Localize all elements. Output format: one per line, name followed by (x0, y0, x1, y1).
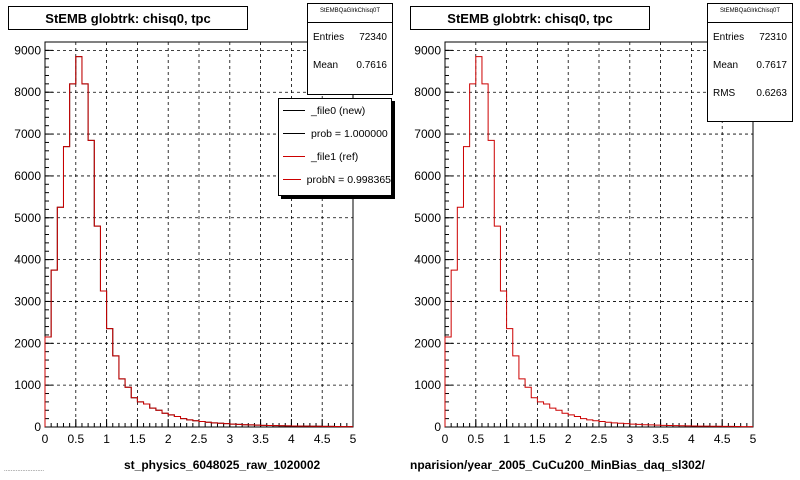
y-tick-label: 0 (34, 420, 41, 434)
stats-header: StEMBQaGlrkChisq0T (708, 4, 792, 23)
chart-title-left: StEMB globtrk: chisq0, tpc (8, 6, 248, 30)
x-tick-label: 0 (42, 432, 49, 446)
y-tick-label: 2000 (14, 336, 41, 350)
x-tick-label: 2.5 (591, 432, 608, 446)
x-tick-label: 1.5 (129, 432, 146, 446)
x-axis-label-right: nparision/year_2005_CuCu200_MinBias_daq_… (410, 458, 705, 472)
x-tick-label: 4 (688, 432, 695, 446)
y-tick-label: 1000 (14, 378, 41, 392)
y-tick-label: 9000 (414, 43, 441, 57)
y-tick-label: 6000 (414, 169, 441, 183)
x-tick-label: 3 (226, 432, 233, 446)
stats-value: 72340 (359, 31, 387, 43)
legend-entry: prob = 1.000000 (279, 122, 391, 145)
x-axis-label-left: st_physics_6048025_raw_1020002 (124, 458, 321, 472)
x-tick-label: 4.5 (314, 432, 331, 446)
timestamp-stamp: ........................ (4, 467, 45, 473)
x-tick-label: 5 (350, 432, 357, 446)
stats-value: 0.7616 (356, 59, 387, 71)
legend-box: _file0 (new) prob = 1.000000 _file1 (ref… (278, 98, 392, 196)
stats-row-mean: Mean 0.7616 (308, 51, 392, 79)
stats-row-entries: Entries 72310 (708, 23, 792, 51)
y-tick-label: 2000 (414, 336, 441, 350)
stats-row-rms: RMS 0.6263 (708, 79, 792, 107)
x-tick-label: 2 (565, 432, 572, 446)
y-tick-label: 8000 (414, 85, 441, 99)
legend-swatch (283, 133, 305, 134)
x-tick-label: 1 (503, 432, 510, 446)
histogram-series-line (444, 56, 753, 428)
stats-box-right: StEMBQaGlrkChisq0T Entries 72310 Mean 0.… (707, 3, 793, 122)
x-tick-label: 0.5 (467, 432, 484, 446)
legend-entry: _file0 (new) (279, 99, 391, 122)
y-tick-label: 7000 (14, 127, 41, 141)
stats-box-left: StEMBQaGlrkChisq0T Entries 72340 Mean 0.… (307, 3, 393, 95)
y-tick-label: 9000 (14, 43, 41, 57)
x-tick-label: 4.5 (714, 432, 731, 446)
stats-label: RMS (713, 87, 736, 99)
histogram-series-line (44, 56, 353, 428)
y-tick-label: 1000 (414, 378, 441, 392)
stats-label: Mean (313, 59, 339, 71)
legend-label: prob = 1.000000 (311, 127, 388, 140)
x-tick-label: 5 (750, 432, 757, 446)
y-tick-label: 7000 (414, 127, 441, 141)
stats-label: Entries (313, 31, 345, 43)
stats-value: 0.6263 (756, 87, 787, 99)
stats-label: Entries (713, 31, 745, 43)
stats-value: 0.7617 (756, 59, 787, 71)
y-tick-label: 3000 (414, 294, 441, 308)
stats-row-mean: Mean 0.7617 (708, 51, 792, 79)
y-tick-label: 5000 (414, 211, 441, 225)
y-tick-label: 3000 (14, 294, 41, 308)
legend-label: _file0 (new) (311, 104, 366, 117)
y-tick-label: 6000 (14, 169, 41, 183)
stats-value: 72310 (759, 31, 787, 43)
y-tick-label: 5000 (14, 211, 41, 225)
legend-label: _file1 (ref) (311, 150, 359, 163)
x-tick-label: 0.5 (67, 432, 84, 446)
chart-title-right: StEMB globtrk: chisq0, tpc (410, 6, 650, 30)
legend-swatch (283, 179, 301, 180)
y-tick-label: 8000 (14, 85, 41, 99)
x-tick-label: 4 (288, 432, 295, 446)
x-tick-label: 1.5 (529, 432, 546, 446)
x-tick-label: 3.5 (252, 432, 269, 446)
stats-label: Mean (713, 59, 739, 71)
legend-swatch (283, 156, 305, 157)
x-tick-label: 0 (442, 432, 449, 446)
x-tick-label: 2 (165, 432, 172, 446)
x-tick-label: 2.5 (191, 432, 208, 446)
y-tick-label: 4000 (414, 253, 441, 267)
x-tick-label: 3 (626, 432, 633, 446)
y-tick-label: 4000 (14, 253, 41, 267)
x-tick-label: 1 (103, 432, 110, 446)
legend-label: probN = 0.998365 (306, 173, 391, 186)
legend-entry: _file1 (ref) (279, 145, 391, 168)
stats-header: StEMBQaGlrkChisq0T (308, 4, 392, 23)
legend-entry: probN = 0.998365 (279, 168, 391, 191)
y-tick-label: 0 (434, 420, 441, 434)
stats-row-entries: Entries 72340 (308, 23, 392, 51)
legend-swatch (283, 110, 305, 111)
x-tick-label: 3.5 (652, 432, 669, 446)
